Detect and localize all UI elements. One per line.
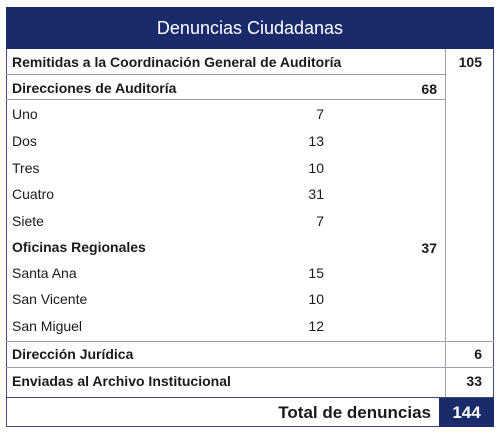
divider-juridica (6, 341, 494, 342)
direccion-item-value: 10 (308, 160, 324, 176)
direcciones-label: Direcciones de Auditoría (12, 80, 177, 96)
denuncias-table: Denuncias Ciudadanas Remitidas a la Coor… (6, 7, 494, 427)
direccion-item-label: Uno (12, 106, 38, 122)
border-right (493, 49, 494, 398)
direccion-item-label: Cuatro (12, 186, 55, 202)
remitidas-value: 105 (458, 54, 482, 70)
direccion-item-value: 31 (308, 186, 324, 202)
oficina-item-value: 15 (308, 265, 324, 281)
remitidas-label: Remitidas a la Coordinación General de A… (12, 54, 342, 70)
direccion-item-label: Siete (12, 213, 44, 229)
total-label: Total de denuncias (6, 398, 431, 427)
juridica-label: Dirección Jurídica (12, 346, 134, 362)
direccion-item-label: Dos (12, 133, 37, 149)
divider-archivo (6, 367, 494, 368)
juridica-value: 6 (474, 346, 482, 362)
direccion-item-value: 7 (316, 106, 324, 122)
oficinas-label: Oficinas Regionales (12, 239, 146, 255)
divider-value-column (445, 49, 446, 397)
archivo-value: 33 (466, 373, 482, 389)
total-label-text: Total de denuncias (278, 402, 431, 422)
divider-total (6, 397, 494, 398)
oficina-item-label: Santa Ana (12, 265, 77, 281)
oficina-item-value: 10 (308, 291, 324, 307)
oficinas-value: 37 (421, 240, 437, 256)
divider-remitidas (6, 74, 446, 75)
direccion-item-value: 7 (316, 213, 324, 229)
border-bottom (6, 426, 439, 427)
table-title: Denuncias Ciudadanas (6, 7, 494, 49)
border-left (6, 49, 7, 427)
archivo-label: Enviadas al Archivo Institucional (12, 373, 231, 389)
total-value: 144 (439, 398, 494, 427)
direcciones-value: 68 (421, 81, 437, 97)
direccion-item-label: Tres (12, 160, 40, 176)
oficina-item-label: San Vicente (12, 291, 88, 307)
divider-direcciones (6, 99, 446, 100)
direccion-item-value: 13 (308, 133, 324, 149)
oficina-item-label: San Miguel (12, 318, 83, 334)
oficina-item-value: 12 (308, 318, 324, 334)
